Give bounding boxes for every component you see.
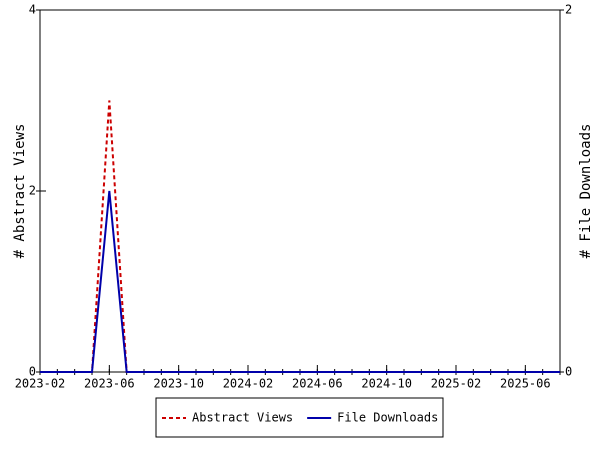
plot-frame — [39, 9, 561, 373]
legend-box — [155, 397, 444, 438]
y-tick-label: 4 — [29, 3, 36, 17]
y-tick-label: 0 — [29, 365, 36, 379]
data-line — [40, 100, 560, 373]
y2-tick-label: 0 — [565, 365, 572, 379]
x-tick-label: 2025-02 — [431, 377, 482, 391]
x-tick-label: 2024-10 — [361, 377, 412, 391]
legend-label: Abstract Views — [192, 411, 293, 425]
x-tick-label: 2023-06 — [84, 377, 135, 391]
legend-label: File Downloads — [337, 411, 438, 425]
y2-axis-title: # File Downloads — [578, 124, 594, 259]
x-tick-label: 2024-06 — [292, 377, 343, 391]
y-tick-label: 2 — [29, 184, 36, 198]
y-axis-title: # Abstract Views — [12, 124, 28, 259]
x-tick-label: 2023-10 — [153, 377, 204, 391]
y2-tick-label: 2 — [565, 3, 572, 17]
x-tick-label: 2024-02 — [223, 377, 274, 391]
x-tick-label: 2025-06 — [500, 377, 551, 391]
data-line — [40, 190, 560, 373]
x-tick-label: 2023-02 — [15, 377, 66, 391]
